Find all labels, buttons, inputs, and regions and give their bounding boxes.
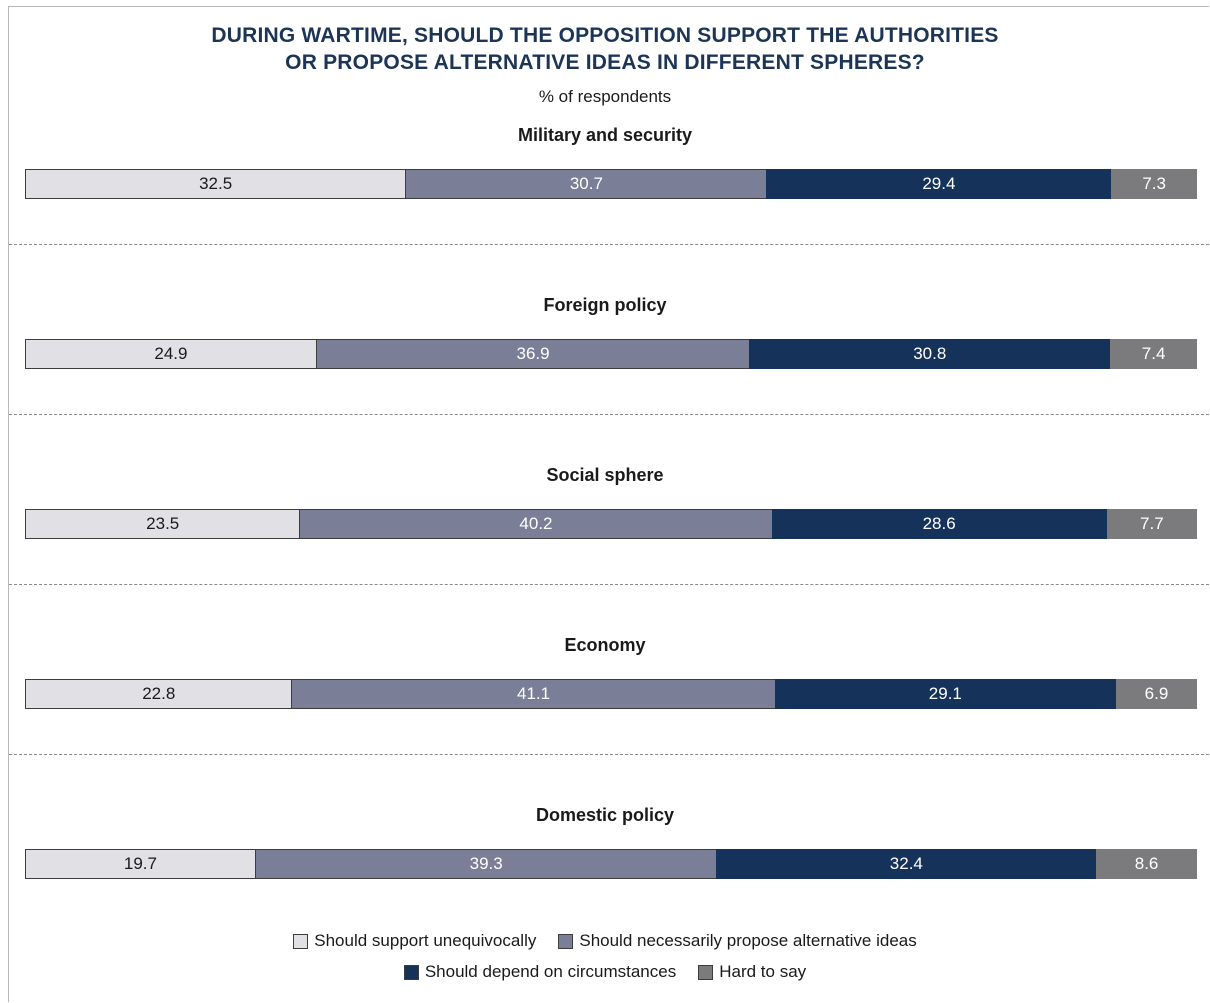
depend-segment: 28.6 xyxy=(771,509,1107,539)
legend-label: Should depend on circumstances xyxy=(424,962,677,981)
stacked-bar: 22.8 41.1 29.1 6.9 xyxy=(25,679,1197,709)
support-swatch xyxy=(293,933,309,949)
stacked-bar: 24.9 36.9 30.8 7.4 xyxy=(25,339,1197,369)
depend-segment: 29.4 xyxy=(766,169,1112,199)
propose-segment: 36.9 xyxy=(316,339,750,369)
hard-segment: 8.6 xyxy=(1096,849,1197,879)
support-segment: 32.5 xyxy=(25,169,407,199)
data-label: 39.3 xyxy=(469,854,503,873)
hard-segment: 7.7 xyxy=(1106,509,1197,539)
support-segment: 22.8 xyxy=(25,679,293,709)
data-label: 29.4 xyxy=(922,174,956,193)
legend-item: Should support unequivocally xyxy=(293,931,536,951)
chart-title-line-1: DURING WARTIME, SHOULD THE OPPOSITION SU… xyxy=(211,24,999,47)
group-divider xyxy=(9,244,1209,245)
data-label: 30.8 xyxy=(913,344,947,363)
data-label: 30.7 xyxy=(569,174,603,193)
stacked-bar: 19.7 39.3 32.4 8.6 xyxy=(25,849,1197,879)
data-label: 36.9 xyxy=(516,344,550,363)
legend-item: Hard to say xyxy=(698,962,806,982)
hard-segment: 7.4 xyxy=(1110,339,1197,369)
group-divider xyxy=(9,754,1209,755)
propose-segment: 41.1 xyxy=(292,679,775,709)
data-label: 29.1 xyxy=(928,684,962,703)
legend-item: Should necessarily propose alternative i… xyxy=(558,931,917,951)
category-label: Foreign policy xyxy=(543,295,667,315)
propose-swatch xyxy=(558,933,574,949)
legend-item: Should depend on circumstances xyxy=(403,962,677,982)
data-label: 6.9 xyxy=(1144,684,1169,703)
depend-segment: 32.4 xyxy=(716,849,1097,879)
legend-label: Should support unequivocally xyxy=(314,931,537,950)
hard-segment: 6.9 xyxy=(1116,679,1197,709)
category-label: Military and security xyxy=(517,125,693,145)
support-segment: 23.5 xyxy=(25,509,301,539)
chart-title-line-2: OR PROPOSE ALTERNATIVE IDEAS IN DIFFEREN… xyxy=(285,51,925,74)
data-label: 8.6 xyxy=(1134,854,1159,873)
chart-frame xyxy=(8,6,1209,1002)
group-divider xyxy=(9,584,1209,585)
depend-segment: 29.1 xyxy=(774,679,1117,709)
legend-row: Should support unequivocally Should neces… xyxy=(0,931,1210,951)
data-label: 23.5 xyxy=(146,514,180,533)
data-label: 24.9 xyxy=(154,344,188,363)
category-label: Economy xyxy=(564,635,646,655)
legend-label: Should necessarily propose alternative i… xyxy=(579,931,917,950)
depend-segment: 30.8 xyxy=(749,339,1111,369)
data-label: 32.4 xyxy=(889,854,923,873)
data-label: 7.4 xyxy=(1141,344,1166,363)
data-label: 7.7 xyxy=(1140,514,1164,533)
data-label: 22.8 xyxy=(142,684,176,703)
stacked-bar: 32.5 30.7 29.4 7.3 xyxy=(25,169,1197,199)
group-divider xyxy=(9,414,1209,415)
depend-swatch xyxy=(403,964,419,980)
hard-swatch xyxy=(698,964,714,980)
hard-segment: 7.3 xyxy=(1111,169,1197,199)
data-label: 7.3 xyxy=(1142,174,1166,193)
legend-label: Hard to say xyxy=(719,962,807,981)
propose-segment: 30.7 xyxy=(406,169,767,199)
chart-title: DURING WARTIME, SHOULD THE OPPOSITION SU… xyxy=(0,22,1210,76)
data-label: 19.7 xyxy=(123,854,157,873)
category-label: Social sphere xyxy=(546,465,664,485)
data-label: 28.6 xyxy=(922,514,956,533)
support-segment: 19.7 xyxy=(25,849,256,879)
data-label: 32.5 xyxy=(199,174,233,193)
legend-row: Should depend on circumstances Hard to sa… xyxy=(0,962,1210,982)
stacked-bar: 23.5 40.2 28.6 7.7 xyxy=(25,509,1197,539)
data-label: 41.1 xyxy=(517,684,551,703)
category-label: Domestic policy xyxy=(535,805,675,825)
propose-segment: 39.3 xyxy=(255,849,717,879)
propose-segment: 40.2 xyxy=(300,509,772,539)
support-segment: 24.9 xyxy=(25,339,317,369)
data-label: 40.2 xyxy=(519,514,553,533)
chart-subtitle: % of respondents xyxy=(538,87,672,106)
